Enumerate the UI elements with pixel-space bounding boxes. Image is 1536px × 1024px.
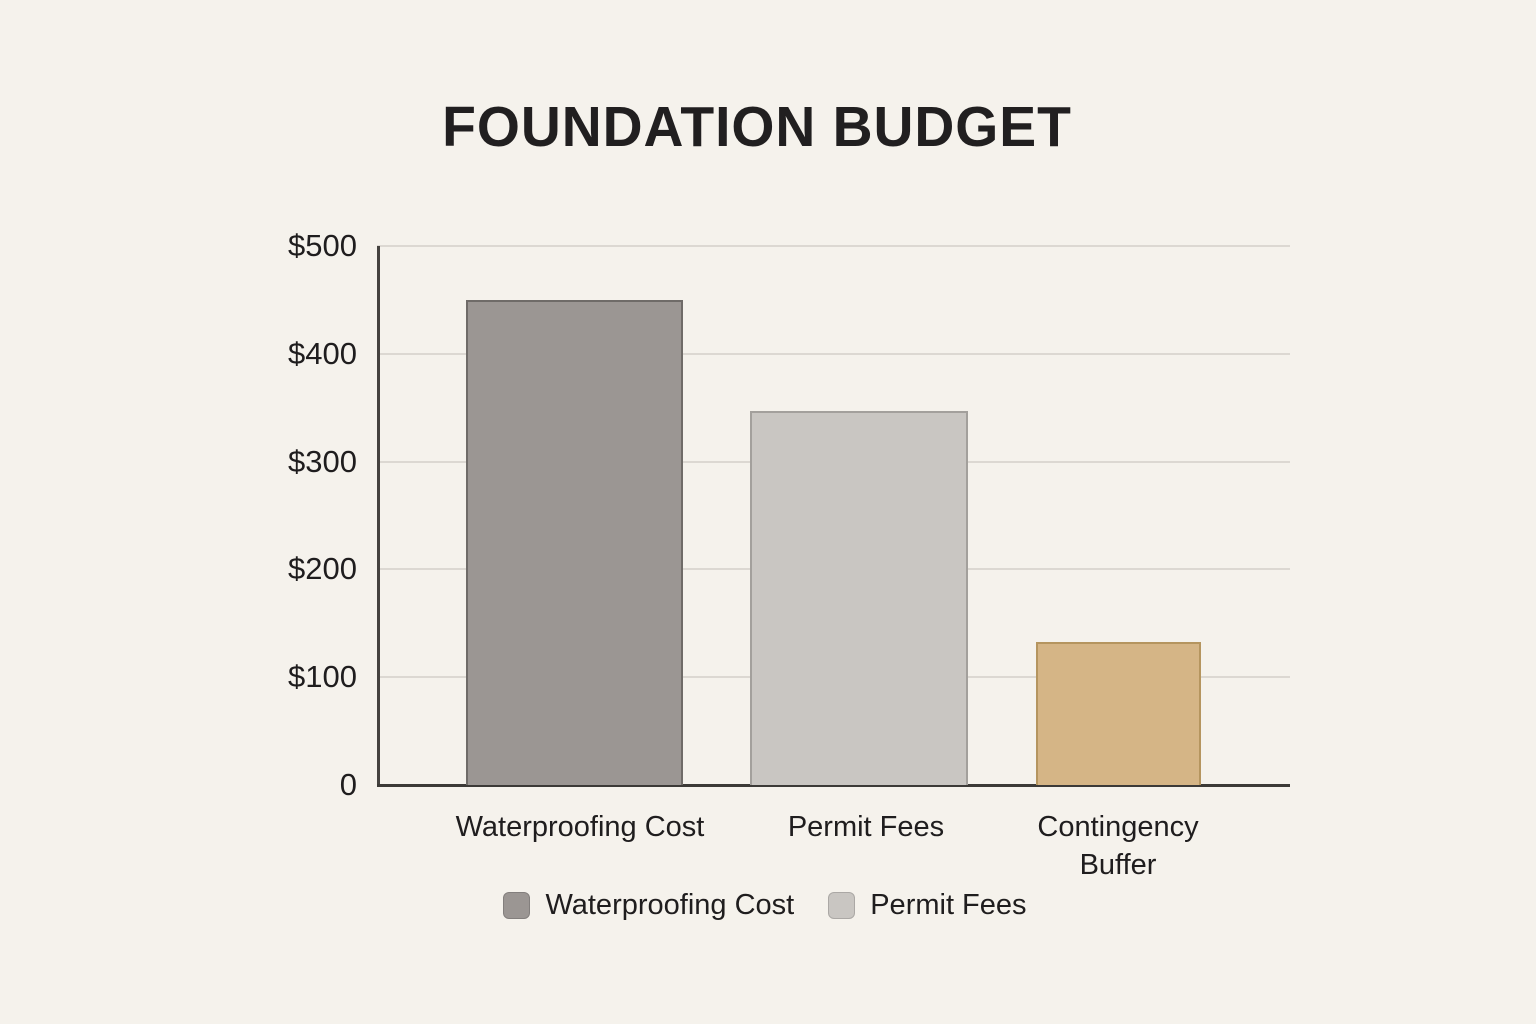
y-tick-label-100: $100 (288, 659, 357, 695)
bar-waterproofing-cost (466, 300, 683, 785)
legend-label: Permit Fees (870, 889, 1027, 921)
legend: Waterproofing Cost Permit Fees (0, 891, 1530, 920)
plot-area (377, 245, 1290, 787)
gridline-400 (377, 352, 1290, 355)
gridline-500 (377, 245, 1290, 247)
bar-permit-fees (750, 411, 968, 785)
bar-contingency-buffer (1036, 642, 1201, 785)
x-tick-label-contingency-buffer: Contingency Buffer (1037, 811, 1199, 881)
legend-swatch-permit-fees (828, 892, 856, 919)
y-axis-tick-labels: $500 $400 $300 $200 $100 0 (150, 228, 357, 802)
y-tick-label-400: $400 (288, 335, 357, 371)
y-tick-label-200: $200 (288, 551, 357, 587)
y-axis-line (377, 246, 380, 787)
legend-swatch-waterproofing-cost (503, 892, 531, 919)
x-axis-line (377, 784, 1290, 787)
x-tick-label-permit-fees: Permit Fees (787, 811, 945, 843)
chart-title: FOUNDATION BUDGET (442, 95, 1072, 159)
legend-label: Waterproofing Cost (545, 889, 795, 921)
legend-entry-waterproofing-cost: Waterproofing Cost (503, 891, 794, 920)
y-tick-label-300: $300 (288, 443, 357, 479)
legend-entry-permit-fees: Permit Fees (828, 889, 1027, 921)
y-tick-label-0: 0 (339, 767, 357, 802)
x-tick-label-waterproofing-cost: Waterproofing Cost (455, 811, 705, 843)
y-tick-label-500: $500 (288, 228, 357, 263)
